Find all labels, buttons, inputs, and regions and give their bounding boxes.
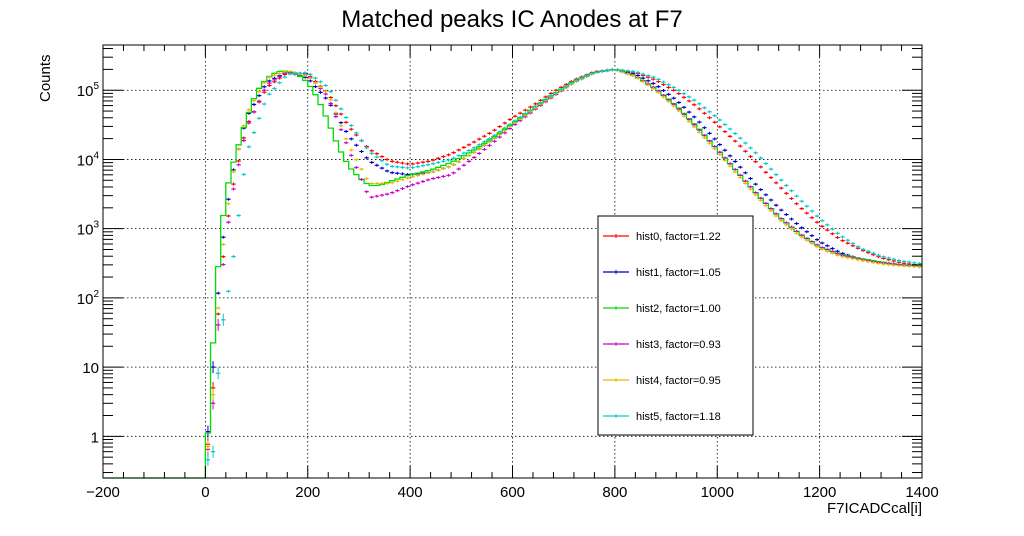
x-tick-label: 400	[398, 484, 423, 501]
legend-label: hist2, factor=1.00	[636, 303, 721, 315]
legend-label: hist1, factor=1.05	[636, 267, 721, 279]
x-tick-label: 600	[500, 484, 525, 501]
series-4	[205, 68, 922, 453]
legend-label: hist0, factor=1.22	[636, 231, 721, 243]
axes: −200 0 200 400 600 800 1000 1200 1400 1 10 102 103 10…	[77, 45, 939, 501]
chart-title: Matched peaks IC Anodes at F7	[341, 6, 683, 33]
legend: hist0, factor=1.22 hist1, factor=1.05 hist…	[597, 215, 754, 436]
x-tick-label: 800	[602, 484, 627, 501]
series-step-line	[103, 69, 922, 479]
y-axis-title: Counts	[37, 54, 54, 102]
y-tick-label: 102	[77, 289, 100, 308]
y-tick-label: 103	[77, 220, 100, 239]
x-tick-label: −200	[86, 484, 120, 501]
y-tick-label: 104	[77, 150, 100, 169]
legend-label: hist3, factor=0.93	[636, 339, 721, 351]
legend-label: hist4, factor=0.95	[636, 375, 721, 387]
y-tick-label: 1	[91, 429, 99, 446]
x-axis-title: F7ICADCcal[i]	[827, 500, 922, 517]
y-tick-label: 105	[77, 81, 100, 100]
y-tick-label: 10	[82, 360, 99, 377]
x-tick-label: 1200	[803, 484, 836, 501]
x-tick-label: 0	[201, 484, 209, 501]
x-tick-label: 200	[295, 484, 320, 501]
series-5	[205, 68, 922, 466]
x-tick-label: 1000	[701, 484, 734, 501]
legend-label: hist5, factor=1.18	[636, 411, 721, 423]
series-2	[103, 69, 922, 479]
legend-box	[597, 215, 754, 436]
series-layer	[103, 68, 922, 479]
x-tick-label: 1400	[905, 484, 938, 501]
